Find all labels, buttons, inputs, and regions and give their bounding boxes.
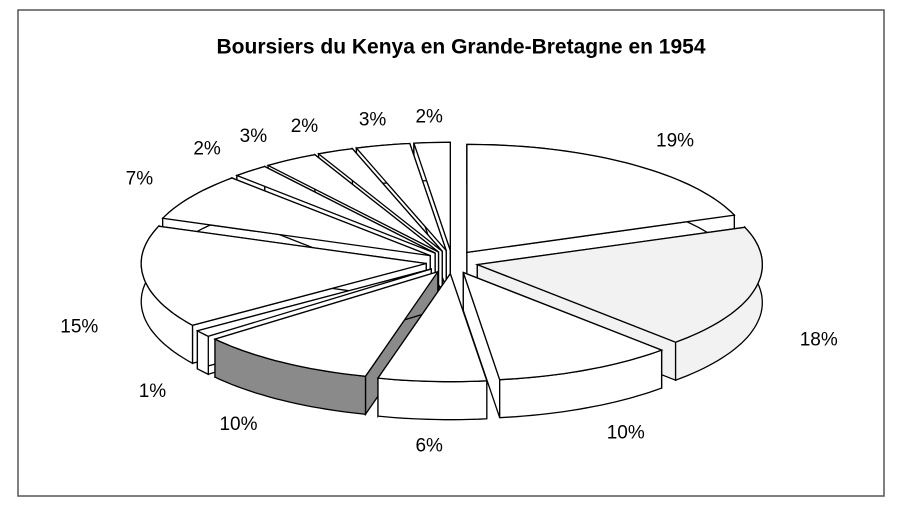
pie-slice [376,272,488,383]
data-label: 10% [607,422,645,443]
pie-slice [213,270,440,377]
data-label: 19% [656,131,694,152]
chart-title: Boursiers du Kenya en Grande-Bretagne en… [217,36,706,59]
data-label: 18% [800,330,838,351]
data-label: 15% [60,317,98,338]
data-label: 1% [139,381,167,402]
pie-slice [466,143,736,254]
pie-slice [474,226,763,343]
data-label: 2% [291,116,319,137]
data-label: 6% [415,436,443,457]
data-label: 2% [415,106,443,127]
data-label: 3% [359,110,387,131]
pie-slice [462,271,664,381]
pie-slice [235,165,436,254]
pie-slice [140,225,427,326]
pie-slice [413,141,451,251]
pie-slice [355,142,447,252]
pie-slice [317,148,443,252]
data-label: 3% [240,126,268,147]
slice-wall [196,329,209,376]
pie-slice [161,177,431,257]
slice-wall [377,377,488,421]
data-label: 10% [219,414,257,435]
pie-slice [266,154,439,253]
data-label: 7% [126,168,154,189]
pie-slice [195,268,432,337]
data-label: 2% [193,139,221,160]
